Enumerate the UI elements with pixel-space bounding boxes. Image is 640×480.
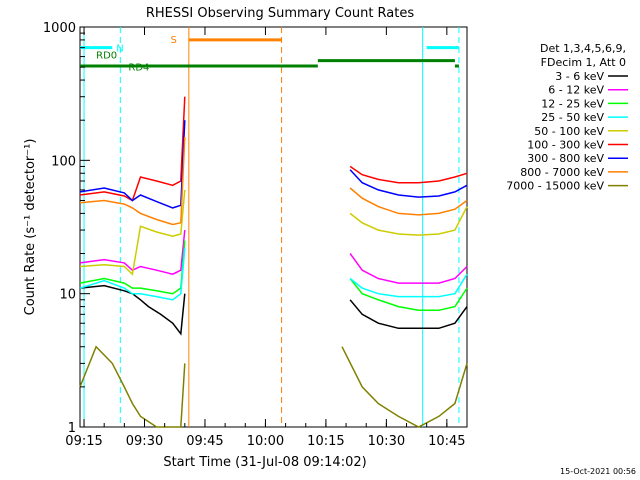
series-line-1-1 xyxy=(349,253,468,284)
x-axis: 09:15 09:30 09:45 10:00 10:15 10:30 10:45 xyxy=(65,27,466,449)
vertical-markers xyxy=(83,27,460,427)
x-tick-label-5: 10:30 xyxy=(368,434,405,449)
series-line-7-1 xyxy=(349,187,468,216)
series-line-0-0 xyxy=(79,284,186,336)
legend-label-5: 100 - 300 keV xyxy=(527,139,604,152)
chart-title: RHESSI Observing Summary Count Rates xyxy=(146,6,415,21)
legend-label-6: 300 - 800 keV xyxy=(527,152,604,165)
legend-header-0: Det 1,3,4,5,6,9, xyxy=(540,42,626,55)
y-tick-label-2: 100 xyxy=(51,154,76,169)
legend-label-4: 50 - 100 keV xyxy=(534,125,604,138)
x-tick-label-1: 09:30 xyxy=(126,434,163,449)
x-tick-label-0: 09:15 xyxy=(65,434,102,449)
series-line-5-1 xyxy=(349,165,468,184)
legend-label-7: 800 - 7000 keV xyxy=(520,166,604,179)
series-line-6-1 xyxy=(349,169,468,198)
x-tick-label-6: 10:45 xyxy=(428,434,465,449)
series-line-4-0 xyxy=(79,189,186,276)
series-line-4-1 xyxy=(349,206,468,236)
y-axis: 1 10 100 1000 xyxy=(43,21,90,436)
x-tick-label-3: 10:00 xyxy=(247,434,284,449)
night-label: N xyxy=(116,44,123,55)
legend-label-1: 6 - 12 keV xyxy=(548,84,604,97)
series-line-2-1 xyxy=(349,278,468,312)
y-axis-label: Count Rate (s⁻¹ detector⁻¹) xyxy=(23,139,38,316)
legend-label-2: 12 - 25 keV xyxy=(541,97,604,110)
series-line-8-0 xyxy=(79,345,186,428)
series-group xyxy=(79,96,468,428)
legend-label-0: 3 - 6 keV xyxy=(555,70,604,83)
series-line-8-1 xyxy=(341,346,468,428)
series-line-3-0 xyxy=(79,247,186,301)
x-tick-label-4: 10:15 xyxy=(307,434,344,449)
series-line-6-0 xyxy=(79,120,186,209)
plot-frame xyxy=(79,26,468,428)
legend-label-8: 7000 - 15000 keV xyxy=(506,180,604,193)
series-line-5-0 xyxy=(79,96,186,202)
series-line-0-1 xyxy=(349,299,468,330)
y-tick-label-1: 10 xyxy=(59,288,76,303)
series-line-2-0 xyxy=(79,240,186,295)
y-tick-label-3: 1000 xyxy=(43,21,76,36)
legend-header-1: FDecim 1, Att 0 xyxy=(541,56,626,69)
legend-label-3: 25 - 50 keV xyxy=(541,111,604,124)
series-line-1-0 xyxy=(79,230,186,275)
saa-label: S xyxy=(170,35,176,46)
series-line-7-0 xyxy=(79,136,186,226)
legend: Det 1,3,4,5,6,9,FDecim 1, Att 03 - 6 keV… xyxy=(506,42,628,193)
x-axis-label: Start Time (31-Jul-08 09:14:02) xyxy=(163,455,366,470)
x-tick-label-2: 09:45 xyxy=(186,434,223,449)
rd4-label: RD4 xyxy=(128,63,149,74)
y-tick-label-0: 1 xyxy=(68,421,76,436)
footer-timestamp: 15-Oct-2021 00:56 xyxy=(560,467,636,476)
rd0-label: RD0 xyxy=(96,51,117,62)
series-line-3-1 xyxy=(349,273,468,298)
